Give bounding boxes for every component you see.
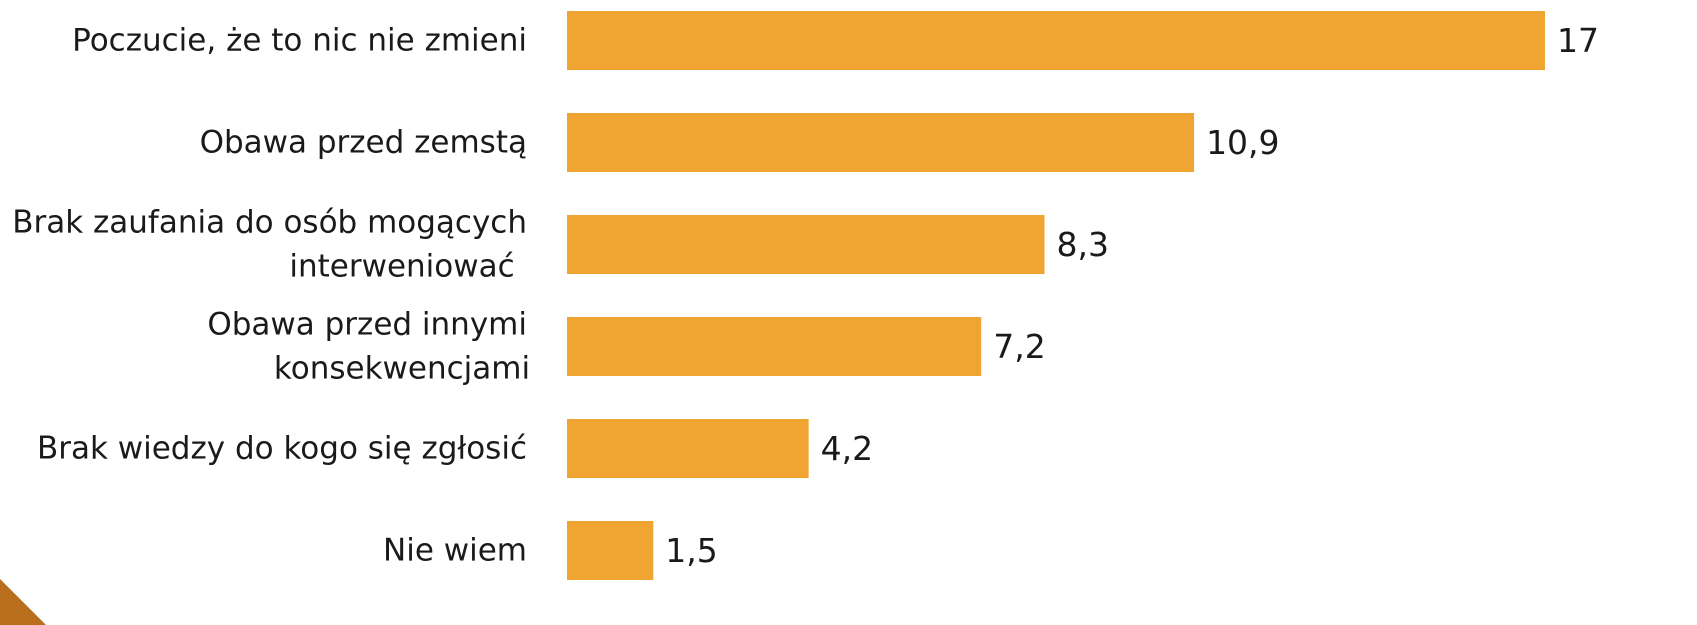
category-label-5: Nie wiem	[383, 533, 527, 569]
bar-5	[567, 521, 654, 580]
bar-2	[567, 215, 1045, 274]
value-label-2: 8,3	[1056, 225, 1108, 264]
category-label-0: Poczucie, że to nic nie zmieni	[72, 23, 527, 59]
category-label-4: Brak wiedzy do kogo się zgłosić	[37, 431, 527, 467]
value-label-5: 1,5	[665, 531, 717, 570]
value-label-1: 10,9	[1206, 123, 1279, 162]
category-label-3: Obawa przed innymi konsekwencjami	[207, 307, 530, 387]
bar-0	[567, 11, 1545, 70]
corner-decoration	[0, 579, 46, 625]
bar-4	[567, 419, 809, 478]
value-label-0: 17	[1557, 21, 1599, 60]
bar-1	[567, 113, 1195, 172]
value-label-4: 4,2	[821, 429, 873, 468]
category-label-2: Brak zaufania do osób mogących interwenio…	[12, 205, 527, 285]
value-label-3: 7,2	[993, 327, 1045, 366]
category-label-1: Obawa przed zemstą	[200, 125, 527, 161]
bar-3	[567, 317, 982, 376]
